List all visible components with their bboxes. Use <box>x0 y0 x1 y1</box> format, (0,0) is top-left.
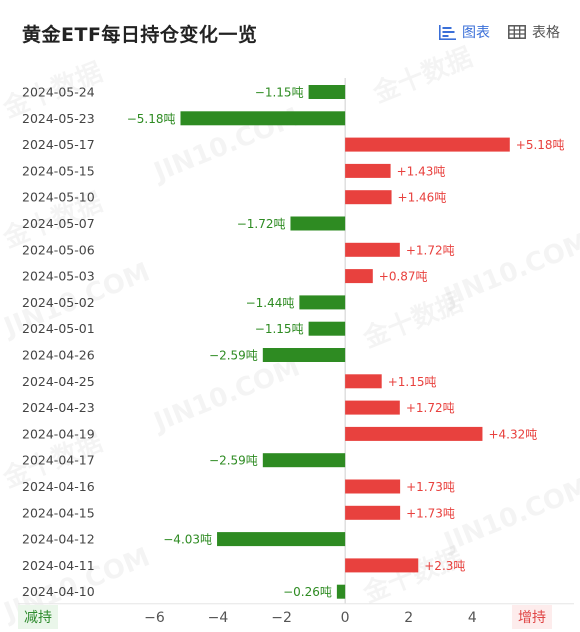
x-tick-label: 2 <box>404 610 413 626</box>
bar <box>345 505 401 520</box>
data-label: −1.15吨 <box>255 86 304 100</box>
category-label: 2024-05-07 <box>22 216 95 231</box>
bar <box>345 426 483 441</box>
bar <box>262 348 346 362</box>
data-label: −4.03吨 <box>163 533 212 547</box>
view-tabs: 图表 表格 <box>439 22 560 42</box>
category-label: 2024-05-03 <box>22 269 95 284</box>
category-label: 2024-05-23 <box>22 111 95 126</box>
bar-chart-icon <box>439 24 456 40</box>
data-label: −2.59吨 <box>209 454 258 468</box>
x-tick-label: −4 <box>208 610 229 626</box>
bar <box>345 374 382 389</box>
bar <box>345 163 391 178</box>
bar <box>290 216 346 231</box>
data-label: +1.15吨 <box>388 375 437 389</box>
decrease-label: 减持 <box>18 605 58 629</box>
data-label: +1.73吨 <box>406 506 455 520</box>
x-tick-label: 4 <box>468 610 477 626</box>
category-label: 2024-05-02 <box>22 295 95 310</box>
increase-label: 增持 <box>512 605 552 629</box>
bar <box>262 453 346 468</box>
bar <box>180 111 346 126</box>
bar <box>345 479 401 494</box>
data-label: −1.44吨 <box>246 296 295 310</box>
category-label: 2024-04-10 <box>22 584 95 599</box>
data-label: +1.72吨 <box>406 401 455 415</box>
data-label: +1.43吨 <box>397 164 446 178</box>
page-title: 黄金ETF每日持仓变化一览 <box>22 24 258 46</box>
tab-table-label: 表格 <box>532 25 560 41</box>
category-label: 2024-05-01 <box>22 321 95 336</box>
bar <box>308 85 346 99</box>
category-label: 2024-04-25 <box>22 374 95 389</box>
data-label: −0.26吨 <box>283 585 332 599</box>
tab-table[interactable]: 表格 <box>508 22 560 42</box>
x-tick-label: 0 <box>341 610 350 626</box>
bar <box>345 558 419 573</box>
category-label: 2024-05-17 <box>22 137 95 152</box>
data-label: +0.87吨 <box>379 270 428 284</box>
category-label: 2024-04-19 <box>22 426 95 441</box>
data-label: +5.18吨 <box>516 138 565 152</box>
category-label: 2024-05-06 <box>22 242 95 257</box>
data-label: +1.73吨 <box>406 480 455 494</box>
category-label: 2024-05-24 <box>22 85 95 100</box>
table-icon <box>508 25 526 39</box>
data-label: +4.32吨 <box>488 427 537 441</box>
bar <box>308 321 346 336</box>
category-label: 2024-04-17 <box>22 453 95 468</box>
category-label: 2024-05-10 <box>22 190 95 205</box>
bar <box>345 242 400 257</box>
bar <box>345 190 392 205</box>
data-label: +1.72吨 <box>406 243 455 257</box>
tab-chart-label: 图表 <box>462 25 490 41</box>
bar <box>345 400 400 415</box>
data-label: −2.59吨 <box>209 349 258 363</box>
data-label: +1.46吨 <box>398 191 447 205</box>
category-label: 2024-04-16 <box>22 479 95 494</box>
category-label: 2024-04-11 <box>22 558 95 573</box>
bar <box>345 269 373 284</box>
bar <box>345 137 510 152</box>
bar <box>299 295 346 310</box>
data-label: +2.3吨 <box>424 559 465 573</box>
bar <box>336 584 346 599</box>
category-label: 2024-04-15 <box>22 505 95 520</box>
bar <box>217 532 346 547</box>
category-label: 2024-04-26 <box>22 348 95 363</box>
category-label: 2024-05-15 <box>22 163 95 178</box>
data-label: −1.15吨 <box>255 322 304 336</box>
data-label: −5.18吨 <box>127 112 176 126</box>
x-tick-label: −2 <box>271 610 292 626</box>
category-label: 2024-04-23 <box>22 400 95 415</box>
tab-chart[interactable]: 图表 <box>439 22 490 42</box>
category-label: 2024-04-12 <box>22 532 95 547</box>
data-label: −1.72吨 <box>237 217 286 231</box>
x-tick-label: −6 <box>144 610 165 626</box>
